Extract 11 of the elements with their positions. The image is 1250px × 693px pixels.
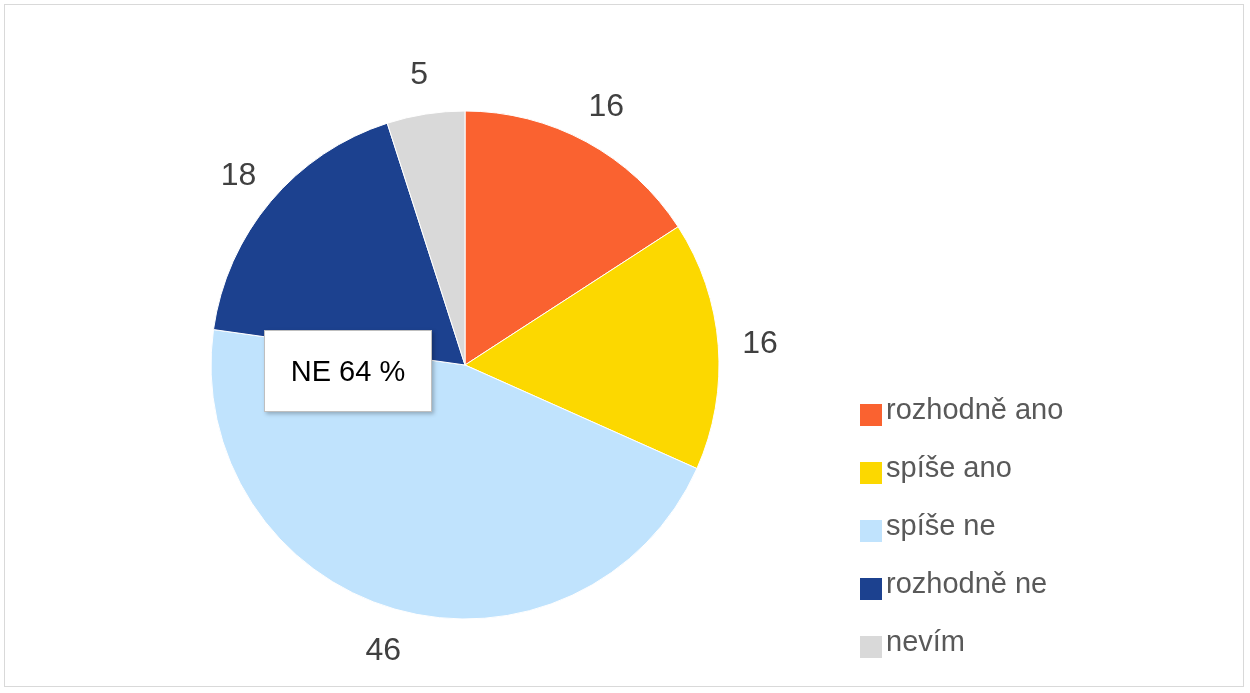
legend-label: rozhodně ano: [886, 393, 1064, 425]
legend-label: nevím: [886, 625, 965, 657]
data-label: 18: [220, 156, 257, 193]
legend-label: rozhodně ne: [886, 567, 1048, 599]
data-label: 46: [365, 631, 402, 668]
data-label: 16: [588, 86, 625, 123]
text: NE 64 %: [264, 330, 432, 412]
legend-label: spíše ano: [886, 451, 1012, 483]
data-label: 5: [410, 54, 429, 91]
legend-label: spíše ne: [886, 509, 996, 541]
data-label: 16: [742, 324, 778, 361]
